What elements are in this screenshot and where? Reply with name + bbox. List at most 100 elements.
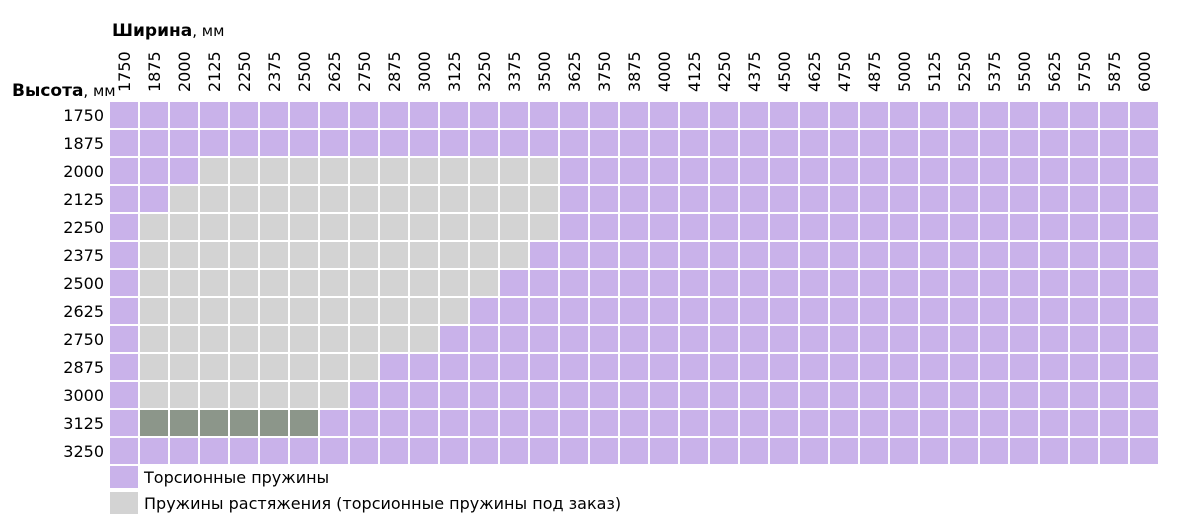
cell <box>470 298 498 324</box>
cell <box>230 298 258 324</box>
cell <box>770 270 798 296</box>
cell <box>860 158 888 184</box>
cell <box>260 438 288 464</box>
cell <box>740 214 768 240</box>
x-axis-title: Ширина, мм <box>112 21 224 41</box>
cell <box>1100 438 1128 464</box>
cell <box>500 242 528 268</box>
cell <box>290 298 318 324</box>
cell <box>890 214 918 240</box>
cell <box>1040 130 1068 156</box>
cell <box>890 354 918 380</box>
cell <box>200 354 228 380</box>
y-axis-title: Высота, мм <box>12 81 116 101</box>
x-tick-label: 3625 <box>565 51 584 92</box>
cell <box>380 242 408 268</box>
cell <box>410 130 438 156</box>
cell <box>620 354 648 380</box>
cell <box>920 354 948 380</box>
cell <box>710 130 738 156</box>
cell <box>530 270 558 296</box>
cell <box>920 298 948 324</box>
cell <box>470 270 498 296</box>
cell <box>320 382 348 408</box>
cell <box>950 186 978 212</box>
x-tick-label: 2000 <box>175 51 194 92</box>
cell <box>140 242 168 268</box>
cell <box>500 270 528 296</box>
cell <box>260 382 288 408</box>
cell <box>710 410 738 436</box>
cell <box>560 326 588 352</box>
cell <box>500 438 528 464</box>
cell <box>950 102 978 128</box>
cell <box>200 326 228 352</box>
x-tick-label: 5500 <box>1015 51 1034 92</box>
cell <box>1100 354 1128 380</box>
cell <box>710 102 738 128</box>
cell <box>500 214 528 240</box>
legend-swatch <box>110 492 138 514</box>
cell <box>500 410 528 436</box>
cell <box>1010 270 1038 296</box>
cell <box>530 102 558 128</box>
cell <box>1070 130 1098 156</box>
cell <box>170 298 198 324</box>
cell <box>860 382 888 408</box>
y-tick-label: 2000 <box>63 162 104 181</box>
legend-swatch <box>110 466 138 488</box>
cell <box>200 158 228 184</box>
cell <box>530 326 558 352</box>
cell <box>890 410 918 436</box>
cell <box>680 326 708 352</box>
cell <box>1010 438 1038 464</box>
y-axis-unit-text: , мм <box>83 82 115 100</box>
cell <box>260 298 288 324</box>
cell <box>1070 102 1098 128</box>
cell <box>1130 158 1158 184</box>
cell <box>590 186 618 212</box>
cell <box>650 410 678 436</box>
cell <box>860 270 888 296</box>
cell <box>650 214 678 240</box>
legend-label: Пружины растяжения (торсионные пружины п… <box>144 494 621 513</box>
cell <box>500 326 528 352</box>
cell <box>860 438 888 464</box>
cell <box>770 410 798 436</box>
cell <box>140 438 168 464</box>
cell <box>710 298 738 324</box>
x-tick-label: 4625 <box>805 51 824 92</box>
cell <box>800 326 828 352</box>
cell <box>1070 438 1098 464</box>
cell <box>140 382 168 408</box>
x-tick-label: 3250 <box>475 51 494 92</box>
cell <box>740 298 768 324</box>
cell <box>590 438 618 464</box>
x-tick-label: 5625 <box>1045 51 1064 92</box>
cell <box>830 214 858 240</box>
cell <box>1040 242 1068 268</box>
cell <box>1100 410 1128 436</box>
cell <box>170 410 198 436</box>
cell <box>560 130 588 156</box>
cell <box>290 438 318 464</box>
cell <box>230 326 258 352</box>
cell <box>920 242 948 268</box>
cell <box>770 326 798 352</box>
cell <box>1070 410 1098 436</box>
y-tick-label: 1875 <box>63 134 104 153</box>
cell <box>440 354 468 380</box>
cell <box>410 214 438 240</box>
cell <box>470 382 498 408</box>
cell <box>950 298 978 324</box>
cell <box>680 410 708 436</box>
cell <box>590 214 618 240</box>
x-tick-label: 5375 <box>985 51 1004 92</box>
x-tick-label: 4375 <box>745 51 764 92</box>
cell <box>740 326 768 352</box>
cell <box>860 354 888 380</box>
cell <box>530 214 558 240</box>
cell <box>650 326 678 352</box>
cell <box>860 242 888 268</box>
cell <box>170 382 198 408</box>
